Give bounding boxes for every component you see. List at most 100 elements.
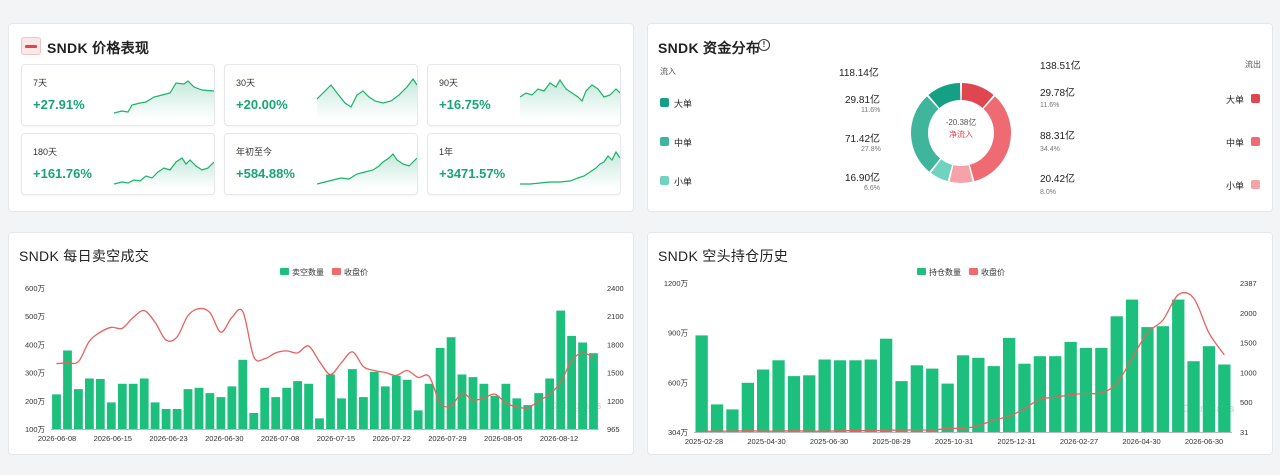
- donut-slice-in-large: [928, 83, 961, 108]
- bar: [710, 404, 724, 432]
- bar: [1218, 364, 1231, 432]
- short-volume-title: SNDK 每日卖空成交: [19, 248, 150, 264]
- bar: [741, 382, 754, 432]
- bar: [238, 359, 248, 429]
- bar: [293, 381, 302, 429]
- bar: [1125, 299, 1139, 432]
- bar: [63, 350, 72, 429]
- bar: [117, 383, 127, 429]
- right-axis-tick: 1800: [607, 340, 624, 349]
- in-mid-pct: 27.8%: [861, 146, 881, 153]
- bar: [161, 409, 171, 429]
- bar: [380, 386, 390, 429]
- bar: [424, 383, 434, 429]
- legend-line-label: 收盘价: [981, 267, 1005, 277]
- legend-bar-label: 持仓数量: [929, 267, 961, 277]
- in-large-swatch: [660, 98, 669, 107]
- price-sparkline: [317, 153, 417, 188]
- x-axis-tick: 2026-08-12: [540, 434, 578, 443]
- in-large-pct: 11.6%: [861, 107, 881, 114]
- bar: [260, 387, 270, 429]
- price-panel-title: SNDK 价格表现: [47, 40, 150, 56]
- x-axis-tick: 2025-06-30: [810, 437, 848, 446]
- price-card[interactable]: 180天 +161.76%: [21, 133, 215, 195]
- bar: [402, 379, 412, 429]
- bar: [304, 383, 313, 429]
- price-card[interactable]: 90天 +16.75%: [427, 64, 621, 126]
- short-interest-title: SNDK 空头持仓历史: [658, 248, 789, 264]
- out-mid-swatch: [1251, 137, 1260, 146]
- price-card-change: +20.00%: [236, 97, 288, 112]
- bar: [567, 335, 576, 429]
- price-performance-panel: SNDK 价格表现 7天 +27.91% 30天 +20.00% 90天 +16.75% 1…: [8, 23, 634, 212]
- out-small-pct: 8.0%: [1040, 189, 1056, 196]
- bar: [74, 389, 83, 429]
- in-small-label: 小单: [674, 177, 693, 187]
- legend-bar-swatch: [917, 268, 926, 275]
- bar: [348, 369, 357, 429]
- bar: [556, 310, 566, 429]
- in-small-value: 16.90亿: [845, 173, 881, 184]
- right-axis-tick: 2100: [607, 312, 624, 321]
- fund-donut-chart: [911, 83, 1011, 184]
- in-mid-label: 中单: [674, 138, 693, 148]
- donut-slice-in-small: [930, 159, 953, 182]
- price-card[interactable]: 1年 +3471.57%: [427, 133, 621, 195]
- bar: [1172, 299, 1185, 432]
- bar: [523, 405, 533, 429]
- legend-bar-label: 卖空数量: [292, 267, 324, 277]
- right-axis-tick: 1000: [1240, 368, 1257, 377]
- in-large-label: 大单: [674, 99, 693, 109]
- fund-panel-title: SNDK 资金分布: [658, 40, 761, 56]
- price-card-change: +27.91%: [33, 97, 85, 112]
- in-small-pct: 6.6%: [864, 185, 880, 192]
- x-axis-tick: 2025-04-30: [747, 437, 785, 446]
- out-large-pct: 11.6%: [1040, 102, 1060, 109]
- price-card[interactable]: 7天 +27.91%: [21, 64, 215, 126]
- price-card-period: 30天: [236, 78, 256, 88]
- bar: [479, 383, 489, 429]
- bar: [534, 393, 544, 429]
- bar: [1187, 361, 1200, 432]
- bar: [95, 379, 105, 429]
- bar: [139, 378, 149, 429]
- left-axis-tick: 100万: [25, 425, 46, 434]
- x-axis-tick: 2025-02-28: [685, 437, 723, 446]
- sndk-logo-icon: [21, 37, 41, 55]
- bar: [1156, 326, 1169, 432]
- donut-slice-out-large: [961, 83, 994, 108]
- x-axis-tick: 2026-06-08: [38, 434, 76, 443]
- x-axis-tick: 2026-08-05: [484, 434, 522, 443]
- close-price-line: [56, 307, 594, 409]
- price-card-change: +16.75%: [439, 97, 491, 112]
- x-axis-tick: 2026-06-23: [149, 434, 187, 443]
- bar: [1079, 347, 1093, 432]
- info-icon[interactable]: !: [758, 39, 770, 51]
- short-interest-panel: SNDK 空头持仓历史 持仓数量 收盘价 1200万 900万 600万 304万 2387…: [647, 232, 1273, 455]
- bar: [249, 413, 259, 429]
- price-card[interactable]: 30天 +20.00%: [224, 64, 418, 126]
- bar: [172, 409, 182, 429]
- bar: [941, 383, 954, 432]
- bar: [128, 383, 138, 429]
- x-axis-tick: 2025-10-31: [935, 437, 973, 446]
- bar: [150, 402, 160, 429]
- legend-bar-swatch: [280, 268, 289, 275]
- bar: [326, 374, 335, 429]
- bar: [391, 375, 401, 429]
- inflow-total: 118.14亿: [839, 68, 879, 79]
- bar: [803, 375, 816, 432]
- donut-slice-out-mid: [969, 96, 1011, 182]
- bar: [726, 409, 739, 432]
- x-axis-tick: 2026-07-15: [317, 434, 355, 443]
- in-mid-swatch: [660, 137, 669, 146]
- bar: [1095, 347, 1108, 432]
- outflow-total: 138.51亿: [1040, 61, 1081, 72]
- out-small-label: 小单: [1226, 181, 1245, 191]
- bar: [501, 383, 511, 429]
- out-small-value: 20.42亿: [1040, 174, 1076, 185]
- price-card[interactable]: 年初至今 +584.88%: [224, 133, 418, 195]
- left-axis-tick: 500万: [25, 312, 46, 321]
- right-axis-tick: 1500: [1240, 339, 1257, 348]
- short-volume-chart: 卖空数量 收盘价 600万 500万 400万 300万 200万 100万 2400 2100 1…: [25, 267, 624, 443]
